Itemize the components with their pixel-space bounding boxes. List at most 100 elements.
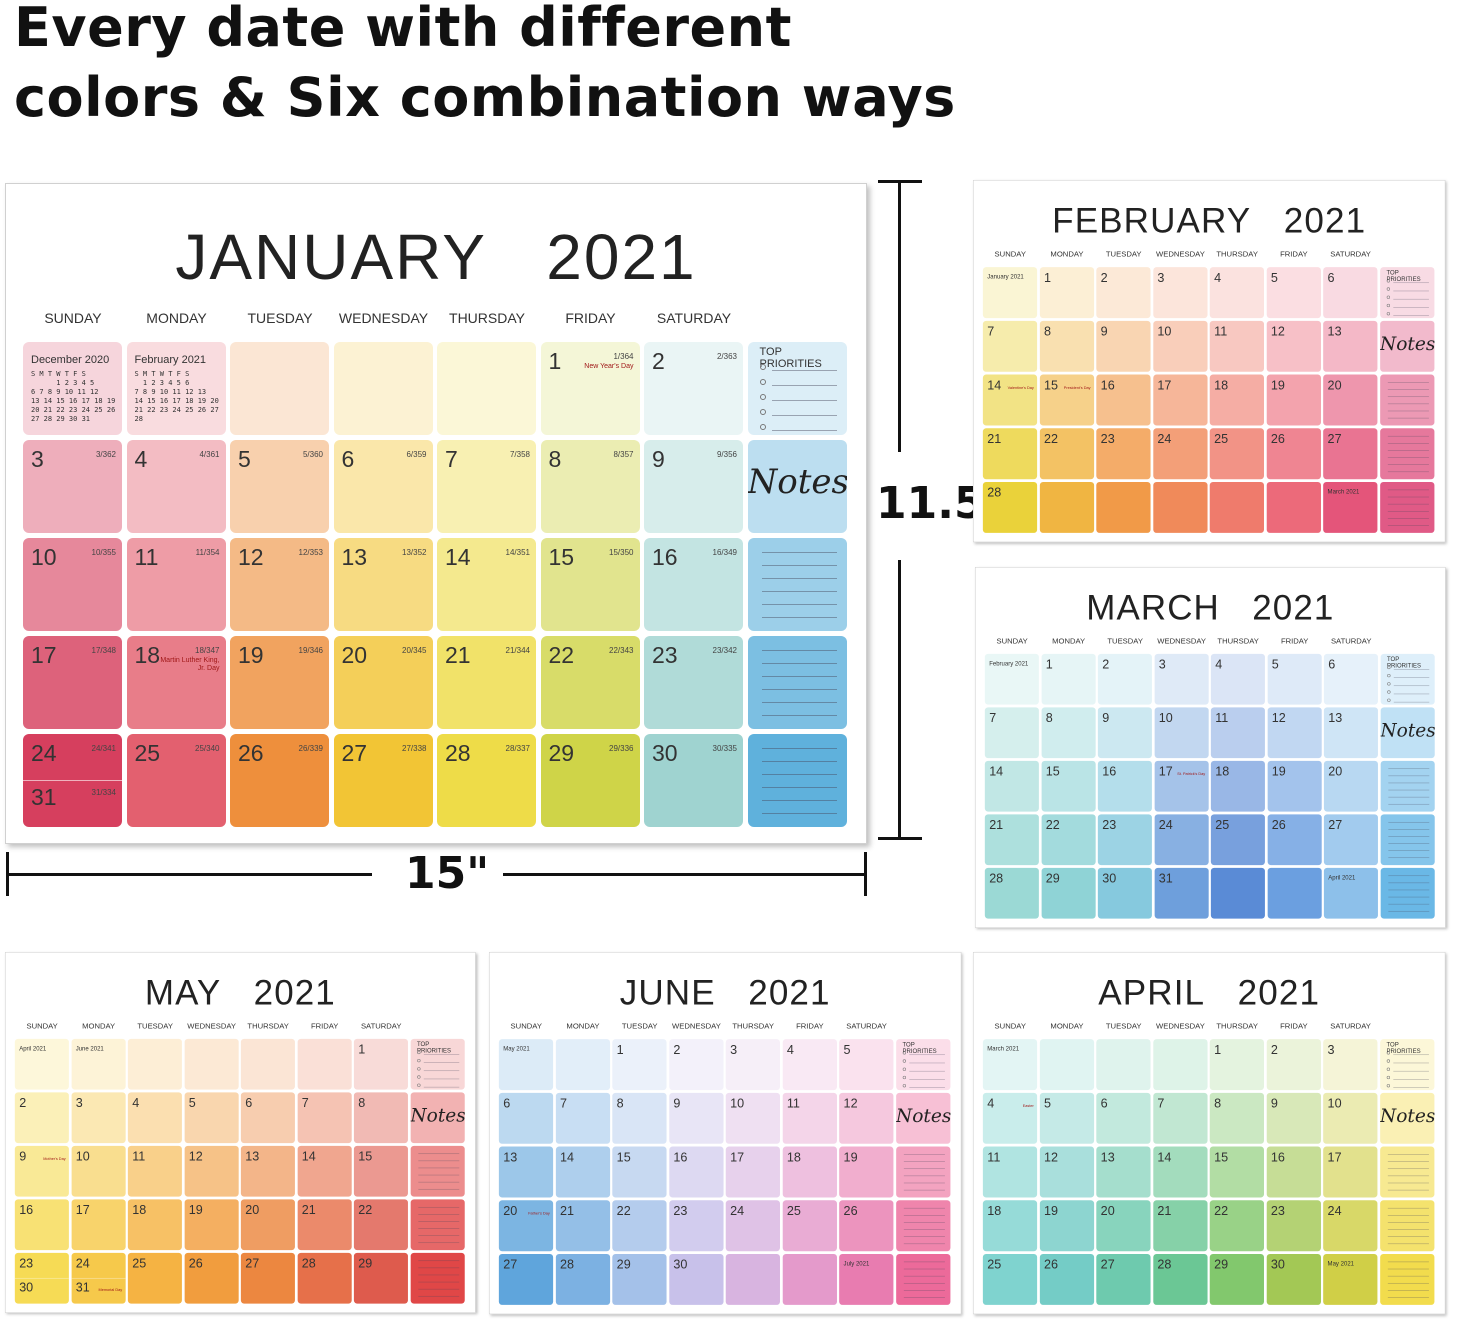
day-count: 23/342: [712, 646, 737, 655]
day-number: 28: [559, 1257, 574, 1272]
top-priorities: TOP PRIORITIES: [1386, 655, 1421, 670]
day-number: 9: [652, 446, 665, 472]
day-number: 12: [1271, 710, 1286, 725]
line: [771, 430, 837, 431]
dimension-cap: [864, 852, 867, 896]
line: [1388, 903, 1429, 905]
day-number: 3: [31, 446, 44, 472]
line: [1387, 396, 1429, 398]
weekday: MONDAY: [1050, 249, 1084, 259]
weekday: TUESDAY: [247, 310, 313, 326]
day-number: 26: [188, 1256, 203, 1271]
day-number: 5: [1270, 270, 1278, 285]
split-divider: [14, 1277, 69, 1279]
line: [1393, 290, 1429, 292]
day-cell: 12: [839, 1092, 894, 1144]
day-number: 17: [1157, 377, 1172, 393]
width-label: 15": [405, 848, 490, 899]
day-cell: 7: [982, 320, 1038, 372]
day-cell: 14: [1153, 1146, 1208, 1198]
day-cell: 6 6/359: [333, 440, 433, 533]
day-cell: 12: [184, 1145, 239, 1197]
day-cell: [1209, 481, 1264, 533]
day-number: 27: [1328, 817, 1343, 832]
checkbox: [759, 364, 766, 370]
day-cell: May 2021: [1323, 1253, 1378, 1305]
weekday: THURSDAY: [1216, 1021, 1258, 1031]
holiday: Martin Luther King, Jr. Day: [160, 657, 220, 672]
day-number: 23: [1102, 817, 1117, 832]
day-cell: [1153, 481, 1208, 533]
day-cell: 17: [1323, 1146, 1378, 1198]
line: [909, 1062, 945, 1064]
day-number: 17: [1327, 1149, 1342, 1165]
day-cell: 8: [612, 1092, 667, 1144]
day-number: 10: [1157, 324, 1172, 339]
day-number: 6: [1328, 657, 1336, 672]
calendar-title: MARCH 2021: [976, 587, 1446, 627]
day-cell: [1039, 1039, 1094, 1091]
month: JUNE: [619, 972, 716, 1013]
weekday: SATURDAY: [846, 1021, 887, 1031]
line: [1393, 282, 1429, 284]
day-number: 22: [1043, 431, 1058, 446]
dimension-cap: [878, 837, 922, 840]
line: [423, 1078, 459, 1080]
day-number: 27: [1327, 431, 1342, 446]
mini-calendar-title: February 2021: [989, 660, 1029, 667]
day-count: 19/346: [298, 646, 323, 655]
mini-calendar-title: April 2021: [1328, 874, 1356, 881]
mini-calendar-row: 28: [134, 415, 143, 423]
day-number: 6: [341, 446, 355, 472]
checkbox: [1386, 279, 1390, 283]
day-count: 12/353: [298, 548, 323, 557]
line: [1388, 821, 1429, 823]
day-number: 5: [1271, 657, 1279, 672]
line: [418, 1214, 459, 1215]
day-number: 18: [987, 1203, 1002, 1218]
line: [418, 1288, 459, 1290]
day-cell: 29: [612, 1253, 667, 1305]
checkbox: [902, 1067, 906, 1071]
weekday: SUNDAY: [44, 310, 102, 326]
line: [418, 1281, 459, 1283]
checkbox: [1386, 674, 1391, 678]
day-cell: [297, 1038, 352, 1090]
day-cell: 21: [555, 1200, 610, 1252]
dimension-line: [503, 873, 865, 876]
day-cell: 27: [498, 1253, 554, 1305]
checkbox: [1386, 312, 1390, 316]
line: [1387, 1268, 1429, 1270]
day-cell: 24: [725, 1200, 780, 1252]
checkbox: [1386, 1059, 1390, 1063]
line: [1388, 896, 1429, 898]
weekday: FRIDAY: [1280, 249, 1308, 259]
day-number: 27: [503, 1257, 518, 1272]
day-number: 8: [1214, 1096, 1222, 1111]
day-cell: 14: [555, 1146, 610, 1198]
line: [423, 1054, 459, 1055]
mini-calendar-row: 7 8 9 10 11 12 13: [134, 388, 207, 396]
day-number: 12: [1043, 1149, 1058, 1165]
day-count: 31/334: [91, 788, 116, 797]
line: [903, 1297, 945, 1298]
line: [1387, 1215, 1429, 1216]
line: [1393, 315, 1429, 316]
line: [423, 1086, 459, 1088]
line: [1393, 307, 1429, 308]
day-cell: 14: [984, 760, 1039, 812]
line: [1387, 510, 1429, 512]
day-cell: 17 17/348: [23, 636, 122, 729]
checkbox: [902, 1075, 906, 1080]
day-cell: 12: [1039, 1146, 1094, 1198]
day-number: 2: [652, 348, 665, 374]
month: APRIL: [1098, 972, 1206, 1013]
mini-calendar-row: 13 14 15 16 17 18 19: [31, 397, 116, 405]
line: [903, 1215, 945, 1216]
day-cell: [1153, 1039, 1208, 1091]
day-cell: 1: [1209, 1039, 1264, 1091]
day-number: 16: [1270, 1149, 1285, 1165]
notes: Notes: [1379, 332, 1435, 355]
day-cell: 12 12/353: [230, 538, 329, 631]
day-cell: 23 23/342: [644, 636, 743, 729]
